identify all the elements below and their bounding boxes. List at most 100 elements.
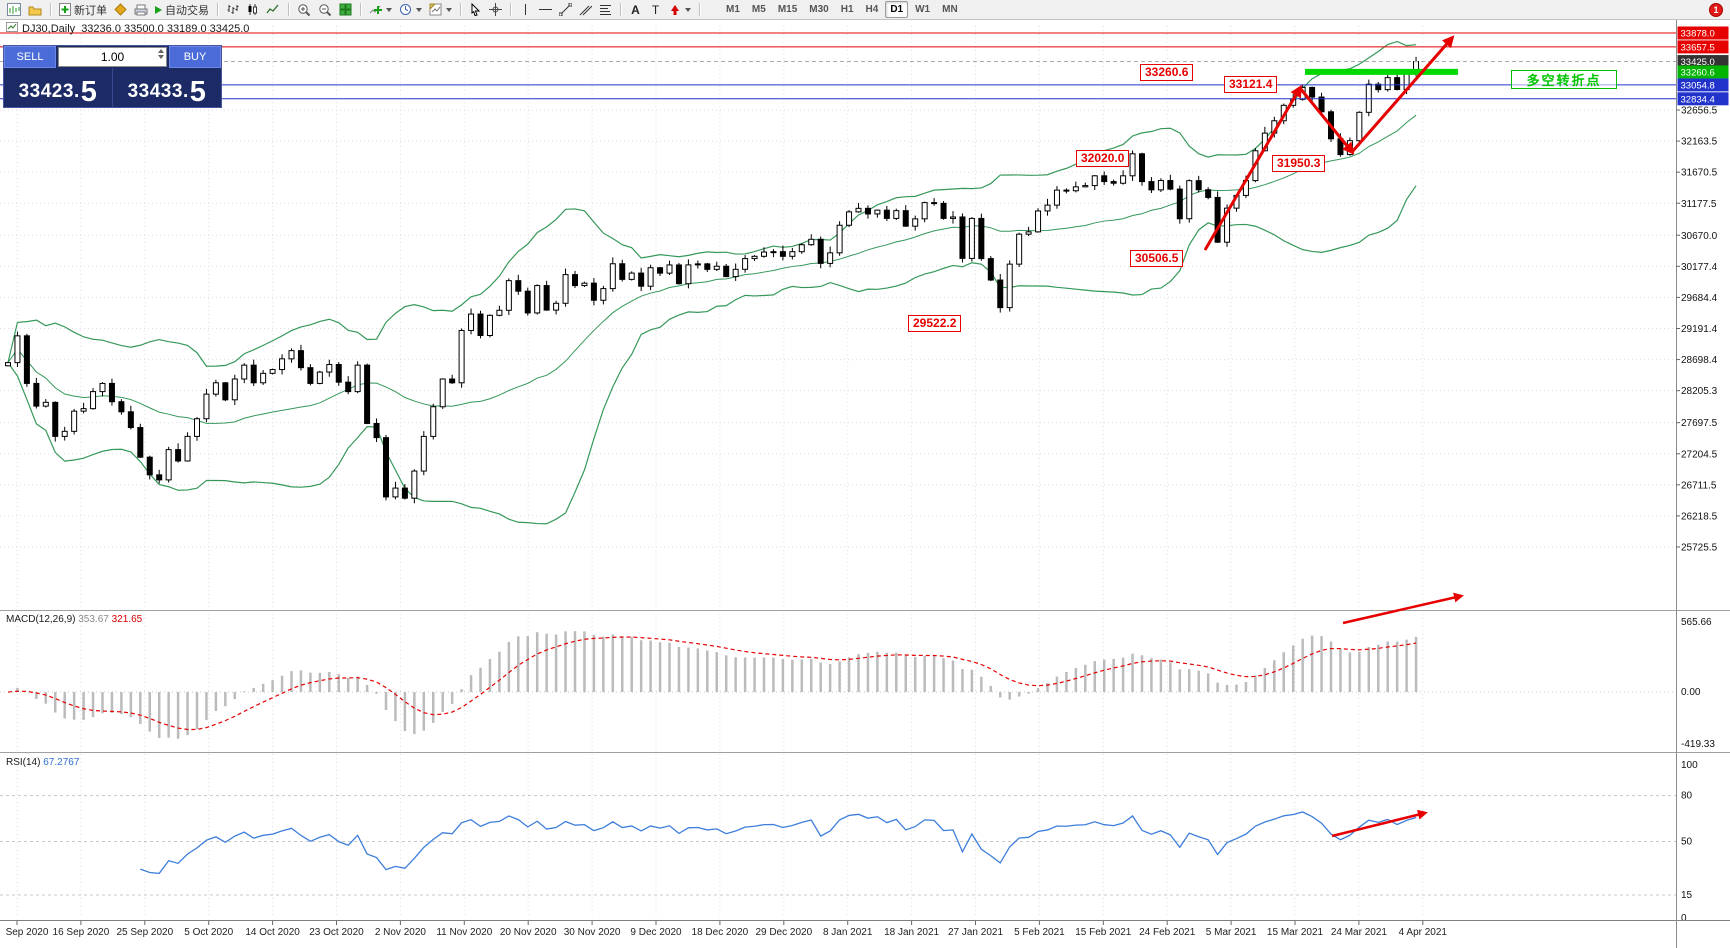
sell-button[interactable]: SELL: [4, 46, 56, 68]
candle-body: [874, 209, 881, 215]
toolbar-separator: [699, 3, 700, 16]
bar-chart-button[interactable]: [223, 1, 242, 18]
timeframe-m1[interactable]: M1: [726, 4, 740, 15]
price-scale-label: 27697.5: [1681, 418, 1718, 429]
candle-body: [203, 393, 210, 420]
candle-body: [751, 255, 758, 260]
date-label: 5 Feb 2021: [1014, 927, 1065, 938]
text-label-button[interactable]: T: [646, 1, 665, 18]
profiles-icon: [28, 4, 42, 16]
candle-body: [42, 401, 49, 407]
timeframe-mn[interactable]: MN: [942, 4, 958, 15]
volume-spinner[interactable]: [158, 49, 164, 59]
timeframe-m5[interactable]: M5: [751, 4, 766, 15]
arrow-tools-icon: [669, 4, 681, 16]
rsi-scale-label: 80: [1681, 791, 1693, 802]
trend-arrow[interactable]: [1298, 87, 1355, 155]
autotrading-button[interactable]: 自动交易: [152, 1, 212, 18]
macd-main-value: 353.67: [78, 614, 109, 625]
candle-body: [61, 430, 68, 437]
trendline-button[interactable]: [556, 1, 575, 18]
trend-arrow[interactable]: [1203, 84, 1302, 251]
alert-badge[interactable]: 1: [1709, 2, 1723, 17]
timeframe-m15[interactable]: M15: [777, 4, 798, 15]
timeframe-h1[interactable]: H1: [840, 4, 854, 15]
candle-body: [392, 487, 399, 498]
date-label: 4 Apr 2021: [1399, 927, 1448, 938]
volume-field[interactable]: 1.00: [58, 47, 167, 67]
cursor-button[interactable]: [466, 1, 485, 18]
macd-scale-label: 0.00: [1681, 687, 1701, 698]
candle-body: [373, 422, 380, 439]
rsi-trend-arrow[interactable]: [1331, 809, 1428, 838]
buy-button[interactable]: BUY: [169, 46, 221, 68]
tile-windows-icon: [339, 3, 352, 16]
chart-icon: [6, 22, 18, 35]
candle-body: [80, 408, 87, 412]
indicators-button[interactable]: [366, 1, 395, 18]
candle-body: [666, 264, 673, 274]
fibonacci-button[interactable]: [596, 1, 615, 18]
candle-body: [1384, 77, 1391, 91]
new-order-icon: [59, 3, 71, 16]
new-order-button[interactable]: 新订单: [56, 1, 110, 18]
candle-body: [99, 382, 106, 393]
metaeditor-button[interactable]: [111, 1, 130, 18]
candle-body: [468, 313, 475, 331]
timeframe-w1[interactable]: W1: [915, 4, 931, 15]
candle-body: [1035, 210, 1042, 233]
date-label: 18 Dec 2020: [692, 927, 749, 938]
line-chart-button[interactable]: [263, 1, 283, 18]
buy-price[interactable]: 33433. 5: [112, 68, 221, 107]
candle-body: [713, 265, 720, 270]
price-scale-flag-text: 33878.0: [1681, 29, 1715, 40]
candle-body: [1082, 185, 1089, 188]
periods-button[interactable]: [396, 1, 425, 18]
crosshair-button[interactable]: [486, 1, 505, 18]
rsi-label: RSI(14) 67.2767: [6, 757, 79, 768]
price-scale-flag-text: 33260.6: [1681, 67, 1715, 78]
tile-windows-button[interactable]: [336, 1, 355, 18]
timeframe-d1[interactable]: D1: [885, 1, 909, 18]
candle-body: [108, 382, 115, 403]
bollinger-upper-line: [7, 40, 1417, 367]
candle-body: [1053, 189, 1060, 206]
date-label: 15 Feb 2021: [1075, 927, 1132, 938]
candle-body: [685, 264, 692, 285]
ohlc-values: 33236.0 33500.0 33189.0 33425.0: [81, 22, 250, 35]
price-scale-flag: [1677, 26, 1729, 40]
candle-body: [401, 487, 408, 499]
text-button[interactable]: A: [626, 1, 645, 18]
zoom-out-button[interactable]: [315, 1, 335, 18]
vertical-line-button[interactable]: [516, 1, 535, 18]
candle-body: [260, 372, 267, 384]
price-scale-label: 26711.5: [1681, 480, 1717, 491]
arrow-tools-button[interactable]: [666, 1, 694, 18]
volume-value[interactable]: 1.00: [100, 50, 125, 64]
templates-button[interactable]: [426, 1, 455, 18]
horizontal-line-button[interactable]: [536, 1, 555, 18]
date-label: 23 Oct 2020: [309, 927, 364, 938]
periods-icon: [399, 3, 412, 16]
zoom-in-button[interactable]: [294, 1, 314, 18]
candle-body: [1044, 204, 1051, 212]
toolbar-separator: [360, 3, 361, 16]
price-scale-label: 26218.5: [1681, 511, 1718, 522]
print-button[interactable]: [131, 1, 151, 18]
pivot-note[interactable]: 多空转折点: [1511, 70, 1617, 89]
macd-trend-arrow[interactable]: [1342, 592, 1464, 625]
candlestick-chart-button[interactable]: [243, 1, 262, 18]
price-scale-label: 30670.0: [1681, 231, 1718, 242]
price-scale-flag: [1677, 92, 1729, 106]
candle-body: [808, 238, 815, 246]
timeframe-m30[interactable]: M30: [809, 4, 829, 15]
new-chart-button[interactable]: [4, 1, 24, 18]
channel-button[interactable]: [576, 1, 595, 18]
trend-arrow[interactable]: [1350, 35, 1455, 153]
profiles-button[interactable]: [25, 1, 45, 18]
rsi-line: [140, 811, 1417, 875]
candle-body: [241, 364, 248, 380]
timeframe-h4[interactable]: H4: [865, 4, 879, 15]
sell-price[interactable]: 33423. 5: [4, 68, 112, 107]
